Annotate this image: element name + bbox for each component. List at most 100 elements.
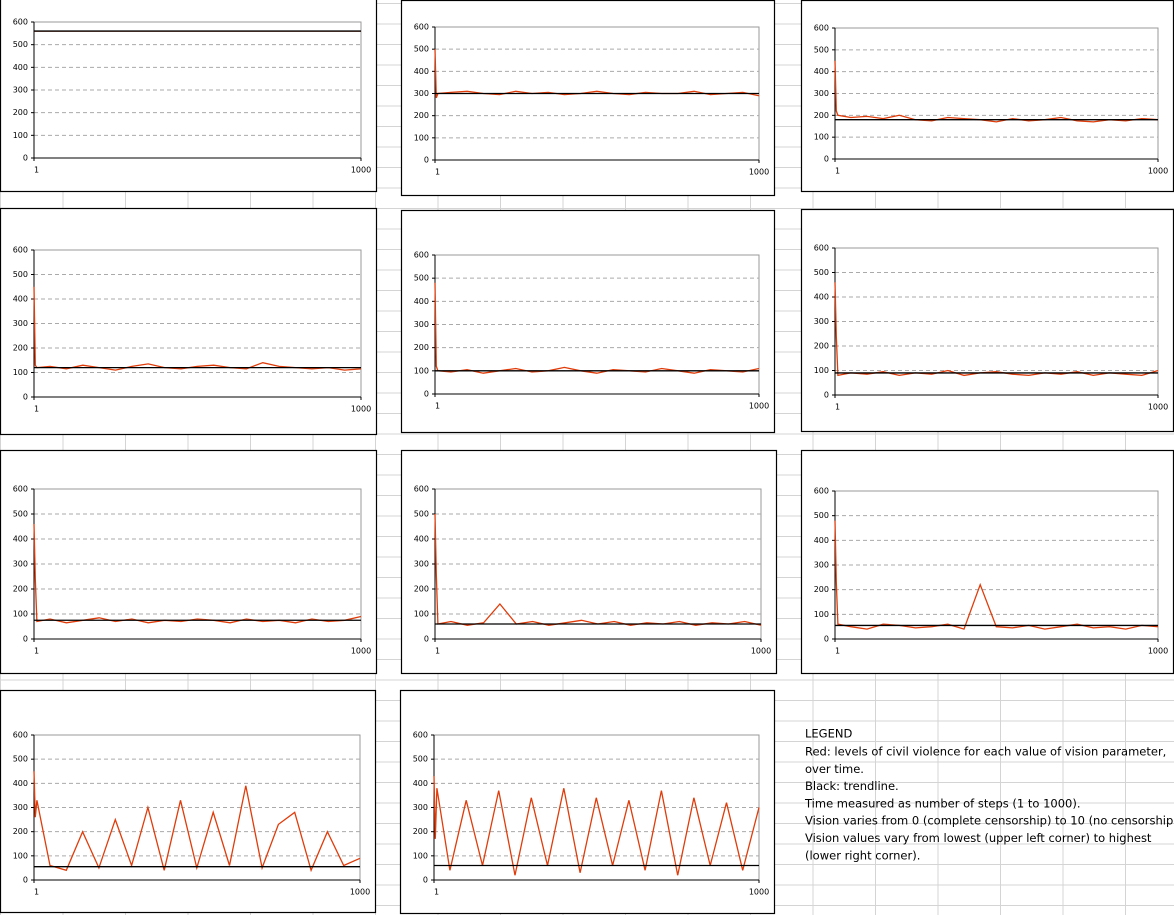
y-tick-label: 100 (414, 133, 429, 142)
y-tick-label: 0 (23, 154, 28, 163)
y-tick-label: 600 (414, 485, 429, 494)
y-tick-label: 100 (13, 610, 28, 619)
x-tick-label: 1 (34, 647, 39, 656)
legend-title: LEGEND (805, 727, 852, 741)
y-tick-label: 100 (814, 133, 829, 142)
y-tick-label: 200 (414, 585, 429, 594)
y-tick-label: 500 (814, 511, 829, 520)
violence-line (33, 771, 361, 873)
y-tick-label: 300 (414, 560, 429, 569)
x-tick-label: 1000 (751, 647, 771, 656)
y-tick-label: 300 (13, 560, 28, 569)
y-tick-label: 600 (814, 24, 829, 33)
y-tick-label: 400 (414, 297, 429, 306)
y-tick-label: 600 (413, 731, 428, 740)
chart: 0 100 200 300 400 500 600 1 1000 (399, 689, 776, 915)
x-tick-label: 1000 (749, 168, 769, 177)
y-tick-label: 500 (414, 45, 429, 54)
y-tick-label: 0 (424, 390, 429, 399)
y-tick-label: 0 (423, 876, 428, 885)
y-tick-label: 100 (414, 610, 429, 619)
x-tick-label: 1 (835, 647, 840, 656)
y-tick-label: 600 (13, 18, 28, 27)
y-tick-label: 600 (814, 244, 829, 253)
y-tick-label: 500 (13, 755, 28, 764)
y-tick-label: 500 (814, 45, 829, 54)
y-tick-label: 600 (13, 485, 28, 494)
y-tick-label: 100 (13, 131, 28, 140)
x-tick-label: 1 (34, 166, 39, 175)
x-tick-label: 1000 (350, 888, 370, 897)
chart: 0 100 200 300 400 500 600 1 1000 (400, 0, 776, 197)
y-tick-label: 200 (13, 108, 28, 117)
y-tick-label: 200 (814, 342, 829, 351)
y-tick-label: 500 (13, 40, 28, 49)
legend-line: over time. (805, 762, 864, 776)
y-tick-label: 200 (13, 827, 28, 836)
x-tick-label: 1 (435, 647, 440, 656)
y-tick-label: 100 (13, 368, 28, 377)
x-tick-label: 1000 (1148, 167, 1168, 176)
y-tick-label: 200 (414, 343, 429, 352)
x-tick-label: 1 (34, 888, 39, 897)
y-tick-label: 0 (824, 155, 829, 164)
y-tick-label: 300 (814, 561, 829, 570)
y-tick-label: 300 (13, 803, 28, 812)
chart: 0 100 200 300 400 500 600 1 1000 (800, 0, 1174, 193)
y-tick-label: 400 (814, 67, 829, 76)
y-tick-label: 0 (23, 635, 28, 644)
y-tick-label: 200 (13, 585, 28, 594)
legend-line: (lower right corner). (805, 848, 920, 862)
x-tick-label: 1 (835, 167, 840, 176)
y-tick-label: 300 (13, 86, 28, 95)
legend-line: Red: levels of civil violence for each v… (805, 745, 1166, 759)
x-tick-label: 1 (435, 168, 440, 177)
violence-line (433, 776, 760, 876)
y-tick-label: 400 (413, 779, 428, 788)
x-tick-label: 1 (34, 405, 39, 414)
y-tick-label: 400 (13, 63, 28, 72)
x-tick-label: 1 (434, 888, 439, 897)
x-tick-label: 1 (835, 403, 840, 412)
y-tick-label: 200 (814, 111, 829, 120)
x-tick-label: 1000 (351, 647, 371, 656)
y-tick-label: 400 (13, 779, 28, 788)
chart: 0 100 200 300 400 500 600 1 1000 (800, 449, 1174, 675)
y-tick-label: 100 (413, 851, 428, 860)
legend-line: Vision varies from 0 (complete censorshi… (805, 814, 1174, 828)
y-tick-label: 300 (413, 803, 428, 812)
chart: 0 100 200 300 400 500 600 1 1000 (0, 0, 378, 193)
y-tick-label: 300 (414, 89, 429, 98)
y-tick-label: 200 (814, 585, 829, 594)
chart: 0 100 200 300 400 500 600 1 1000 (0, 449, 378, 675)
y-tick-label: 100 (814, 366, 829, 375)
chart: 0 100 200 300 400 500 600 1 1000 (400, 449, 778, 675)
x-tick-label: 1000 (1148, 647, 1168, 656)
y-tick-label: 400 (414, 535, 429, 544)
y-tick-label: 500 (814, 268, 829, 277)
y-tick-label: 0 (23, 876, 28, 885)
y-tick-label: 400 (13, 295, 28, 304)
y-tick-label: 400 (814, 293, 829, 302)
y-tick-label: 400 (13, 535, 28, 544)
x-tick-label: 1000 (1148, 403, 1168, 412)
legend-line: Time measured as number of steps (1 to 1… (804, 796, 1080, 810)
legend-line: Vision values vary from lowest (upper le… (805, 831, 1152, 845)
violence-line (33, 523, 362, 624)
x-tick-label: 1000 (749, 402, 769, 411)
x-tick-label: 1000 (351, 405, 371, 414)
y-tick-label: 100 (13, 851, 28, 860)
y-tick-label: 600 (13, 731, 28, 740)
y-tick-label: 600 (414, 23, 429, 32)
chart: 0 100 200 300 400 500 600 1 1000 (800, 208, 1174, 433)
y-tick-label: 300 (814, 317, 829, 326)
y-tick-label: 200 (413, 827, 428, 836)
x-tick-label: 1000 (749, 888, 769, 897)
violence-line (834, 520, 1159, 630)
y-tick-label: 500 (413, 755, 428, 764)
y-tick-label: 600 (414, 251, 429, 260)
y-tick-label: 500 (414, 274, 429, 283)
y-tick-label: 600 (13, 246, 28, 255)
